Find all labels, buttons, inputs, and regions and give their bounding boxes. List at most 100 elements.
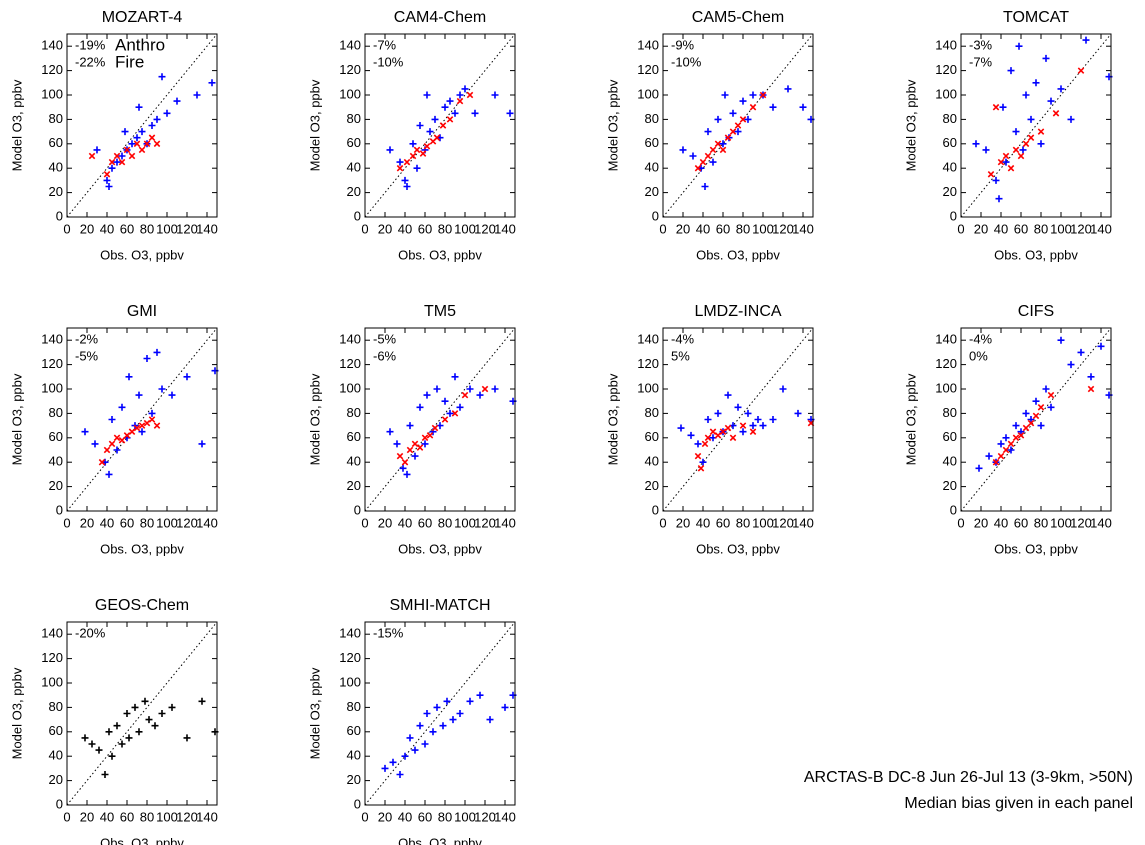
data-point <box>704 416 712 423</box>
data-point <box>133 134 141 142</box>
x-tick-label: 60 <box>1014 221 1028 236</box>
x-tick-label: 80 <box>140 515 154 530</box>
data-point <box>406 422 414 430</box>
x-tick-label: 120 <box>176 515 198 530</box>
data-point <box>118 740 126 748</box>
data-point <box>704 152 712 160</box>
data-point <box>1087 385 1095 393</box>
x-tick-label: 60 <box>716 221 730 236</box>
x-tick-label: 140 <box>196 809 218 824</box>
x-tick-label: 140 <box>792 515 814 530</box>
data-point <box>183 373 191 381</box>
y-tick-label: 60 <box>49 135 63 150</box>
data-point <box>1077 348 1085 356</box>
x-tick-label: 80 <box>140 809 154 824</box>
data-point <box>759 422 767 430</box>
x-tick-label: 0 <box>659 221 666 236</box>
identity-line <box>662 33 814 218</box>
y-axis-label: Model O3, ppbv <box>9 373 24 465</box>
plot-frame <box>66 621 218 806</box>
y-tick-label: 40 <box>943 160 957 175</box>
x-tick-label: 40 <box>100 221 114 236</box>
data-point <box>714 432 722 439</box>
y-tick-label: 20 <box>49 772 63 787</box>
data-point <box>999 103 1007 111</box>
y-tick-label: 60 <box>943 429 957 444</box>
data-point <box>396 771 404 778</box>
data-point <box>1027 115 1035 123</box>
data-point <box>381 764 389 772</box>
data-point <box>198 440 206 448</box>
x-tick-label: 120 <box>474 221 496 236</box>
data-point <box>108 164 116 172</box>
data-point <box>396 452 404 460</box>
data-point <box>446 409 454 417</box>
x-axis-label: Obs. O3, ppbv <box>398 835 482 845</box>
data-point <box>1042 54 1050 62</box>
data-point <box>1032 397 1040 405</box>
y-tick-label: 20 <box>645 184 659 199</box>
x-tick-label: 40 <box>398 515 412 530</box>
panel-title: CIFS <box>1018 303 1054 320</box>
data-point <box>779 385 787 393</box>
data-point <box>987 171 995 178</box>
data-point <box>476 391 484 399</box>
y-tick-label: 0 <box>652 502 659 517</box>
data-point <box>1002 434 1010 442</box>
data-point <box>81 428 89 436</box>
footnote: ARCTAS-B DC-8 Jun 26-Jul 13 (3-9km, >50N… <box>804 769 1133 786</box>
y-tick-label: 140 <box>41 626 63 641</box>
y-tick-label: 40 <box>347 748 361 763</box>
y-tick-label: 100 <box>935 380 957 395</box>
x-tick-label: 100 <box>752 221 774 236</box>
data-point <box>1007 446 1015 454</box>
data-point <box>759 91 767 99</box>
data-point <box>721 91 729 99</box>
data-point <box>113 158 121 166</box>
data-point <box>461 391 469 399</box>
y-tick-label: 20 <box>347 184 361 199</box>
data-point <box>1017 152 1025 160</box>
identity-line <box>364 33 516 218</box>
data-point <box>91 440 99 448</box>
y-tick-label: 60 <box>347 723 361 738</box>
data-point <box>441 416 449 423</box>
data-point <box>687 431 695 439</box>
panel-title: SMHI-MATCH <box>389 597 490 614</box>
data-point <box>799 103 807 111</box>
legend-label: Fire <box>115 52 144 71</box>
identity-line <box>960 327 1112 512</box>
data-point <box>1087 373 1095 381</box>
data-point <box>409 152 417 160</box>
y-tick-label: 80 <box>347 405 361 420</box>
data-point <box>131 703 139 711</box>
data-point <box>108 440 116 448</box>
data-point <box>1019 146 1027 154</box>
data-point <box>113 446 121 454</box>
data-point <box>113 434 121 442</box>
data-point <box>148 122 156 129</box>
x-tick-label: 0 <box>63 515 70 530</box>
x-tick-label: 0 <box>361 221 368 236</box>
x-axis-label: Obs. O3, ppbv <box>994 541 1078 556</box>
data-point <box>1007 67 1015 75</box>
data-point <box>456 403 464 411</box>
data-point <box>135 103 143 111</box>
data-point <box>471 109 479 117</box>
y-tick-label: 60 <box>347 135 361 150</box>
plot-frame <box>66 33 218 218</box>
data-point <box>421 434 429 442</box>
data-point <box>431 424 439 432</box>
x-tick-label: 140 <box>792 221 814 236</box>
data-point <box>704 128 712 136</box>
data-point <box>997 158 1005 166</box>
data-point <box>121 128 129 136</box>
data-point <box>1067 361 1075 369</box>
data-point <box>719 140 727 148</box>
x-tick-label: 40 <box>696 221 710 236</box>
y-tick-label: 20 <box>49 184 63 199</box>
data-point <box>1015 42 1023 50</box>
y-axis-label: Model O3, ppbv <box>307 373 322 465</box>
y-tick-label: 0 <box>354 502 361 517</box>
data-point <box>399 464 407 472</box>
